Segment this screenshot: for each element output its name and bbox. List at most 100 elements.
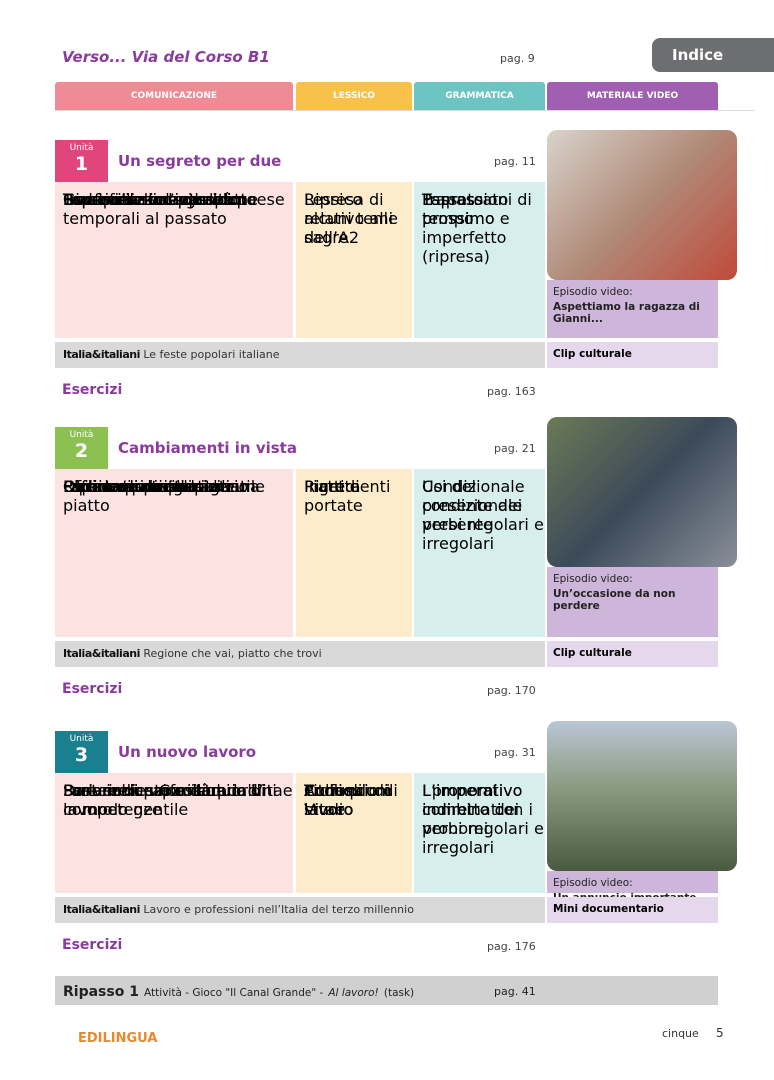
culture-brand: Italia&italiani <box>63 348 140 361</box>
list-item: Trapassato prossimo <box>422 190 509 228</box>
list-item: Esprimere un desiderio <box>63 477 249 496</box>
unit-title: Un nuovo lavoro <box>118 743 257 761</box>
video-image <box>547 721 737 871</box>
esercizi-page: pag. 163 <box>487 385 536 398</box>
column-header: MATERIALE VIDEO <box>547 82 718 110</box>
list-item: Condizionale presente dei verbi regolari… <box>422 477 544 553</box>
video-extra: Clip culturale <box>547 342 718 368</box>
list-item: Sostenere un colloquio di lavoro <box>63 781 266 819</box>
list-item: Piatti e portate <box>304 477 363 515</box>
culture-text: Lavoro e professioni nell’Italia del ter… <box>143 903 414 916</box>
badge-number: 1 <box>74 153 89 175</box>
list-item: Fare richieste e dare ordini in modo gen… <box>63 781 277 819</box>
esercizi: Esercizi <box>62 681 123 697</box>
esercizi-page: pag. 176 <box>487 940 536 953</box>
list-item: Professioni <box>304 781 391 800</box>
culture-bar: Italia&italiani Regione che vai, piatto … <box>55 641 545 667</box>
unit-page: pag. 31 <box>494 746 536 759</box>
esercizi-page: pag. 170 <box>487 684 536 697</box>
list-item: Ingredienti <box>304 477 391 496</box>
video-image <box>547 417 737 567</box>
ripasso-label: Ripasso 1 <box>63 984 139 1000</box>
list-item: Parlare di professioni <box>63 781 231 800</box>
tab: Indice <box>652 38 774 72</box>
video-title: Un’occasione da non perdere <box>553 588 676 612</box>
video-image <box>547 130 737 280</box>
ripasso-page: pag. 41 <box>494 985 536 998</box>
badge-number: 3 <box>74 744 89 766</box>
list-item: Tranquillizzare qualcuno <box>63 190 257 209</box>
list-item: Esprimere relazioni temporali al passato <box>63 190 227 228</box>
video-box: Episodio video: Un’occasione da non perde… <box>547 567 718 637</box>
list-item: Giustificarsi <box>63 190 158 209</box>
title-main: Via del Corso B1 <box>131 48 270 66</box>
culture-bar: Italia&italiani Lavoro e professioni nel… <box>55 897 545 923</box>
video-label: Episodio video: <box>553 286 633 298</box>
ripasso-italic: Al lavoro! <box>328 987 379 999</box>
list-item: Espressioni di tempo <box>422 190 532 228</box>
list-item: L’imperativo indiretto con i pronomi <box>422 781 533 838</box>
list-item: Ripresa di alcuni temi dell’A2 <box>304 190 394 247</box>
culture-text: Regione che vai, piatto che trovi <box>143 647 322 660</box>
list-item: Ricetta <box>304 477 361 496</box>
video-label: Episodio video: <box>553 573 633 585</box>
column-box: Lessico relativo alle sagre Ripresa di al… <box>296 182 412 338</box>
column-header: LESSICO <box>296 82 412 110</box>
ripasso-text: (task) <box>383 987 415 999</box>
list-item: Parlare di cucina italiana <box>63 477 260 496</box>
badge-number: 2 <box>74 440 89 462</box>
badge-label: Unità <box>69 143 94 153</box>
header-title: Verso... Via del Corso B1 <box>62 48 270 66</box>
column-box: Parlare di piatti Esprimere un desiderio D… <box>55 469 293 637</box>
culture-brand: Italia&italiani <box>63 647 140 660</box>
video-box: Episodio video: Aspettiamo la ragazza di … <box>547 280 718 338</box>
list-item: Dire come si prepara un piatto <box>63 477 256 515</box>
badge-label: Unità <box>69 734 94 744</box>
unit-page: pag. 21 <box>494 442 536 455</box>
list-item: Dare un consiglio <box>63 477 202 496</box>
unit-page: pag. 11 <box>494 155 536 168</box>
video-box: Episodio video:Un annuncio importante <box>547 871 718 904</box>
list-item: Scrivere un Curriculum Vitae <box>63 781 293 800</box>
list-item: Annunci di lavoro <box>304 781 389 819</box>
list-item: Colloquio di lavoro <box>304 781 398 819</box>
video-label: Episodio video: <box>553 877 633 889</box>
list-item: Esprimere incredulità <box>63 190 234 209</box>
list-item: Passato prossimo e imperfetto (ripresa) <box>422 190 510 266</box>
list-item: Curriculum Vitae <box>304 781 392 819</box>
list-item: Riportare una notizia <box>63 477 231 496</box>
badge-label: Unità <box>69 430 94 440</box>
unit-title: Un segreto per due <box>118 152 282 170</box>
culture-text: Le feste popolari italiane <box>143 348 280 361</box>
ripasso-bar: Ripasso 1 Attività - Gioco "Il Canal Gra… <box>55 976 718 1005</box>
list-item: Confermare un sospetto <box>63 190 257 209</box>
title-prefix: Verso... <box>62 48 127 66</box>
list-item: Ordinare al ristorante <box>63 477 235 496</box>
list-item: I pronomi combinati <box>422 781 502 819</box>
unit-badge: Unità 1 <box>55 140 108 182</box>
column-box: Professioni Annunci di lavoro Curriculum V… <box>296 773 412 893</box>
publisher: EDILINGUA <box>78 1031 158 1046</box>
list-item: Raccontare al passato <box>63 190 241 209</box>
esercizi: Esercizi <box>62 937 123 953</box>
unit-badge: Unità 2 <box>55 427 108 469</box>
list-item: Parlare di piatti <box>63 477 185 496</box>
list-item: Lessico relativo alle sagre <box>304 190 398 247</box>
list-item: Offrire qualcosa <box>63 477 191 496</box>
list-item: Dare indicazioni stradali <box>63 781 257 800</box>
list-item: Esprimere un’intenzione <box>63 190 259 209</box>
column-box: Passato prossimo e imperfetto (ripresa) T… <box>414 182 545 338</box>
esercizi: Esercizi <box>62 382 123 398</box>
page-number: 5 <box>716 1026 724 1040</box>
unit-badge: Unità 3 <box>55 731 108 773</box>
list-item: Parlare delle sagre di paese <box>63 190 285 209</box>
list-item: Scusarsi <box>63 190 130 209</box>
culture-bar: Italia&italiani Le feste popolari italia… <box>55 342 545 368</box>
rule <box>55 110 755 111</box>
header-page: pag. 9 <box>500 52 535 65</box>
unit-title: Cambiamenti in vista <box>118 439 297 457</box>
list-item: L’imperativo indiretto dei verbi regolar… <box>422 781 544 857</box>
ripasso-text: Attività - Gioco "Il Canal Grande" - <box>144 987 324 999</box>
column-header: GRAMMATICA <box>414 82 545 110</box>
